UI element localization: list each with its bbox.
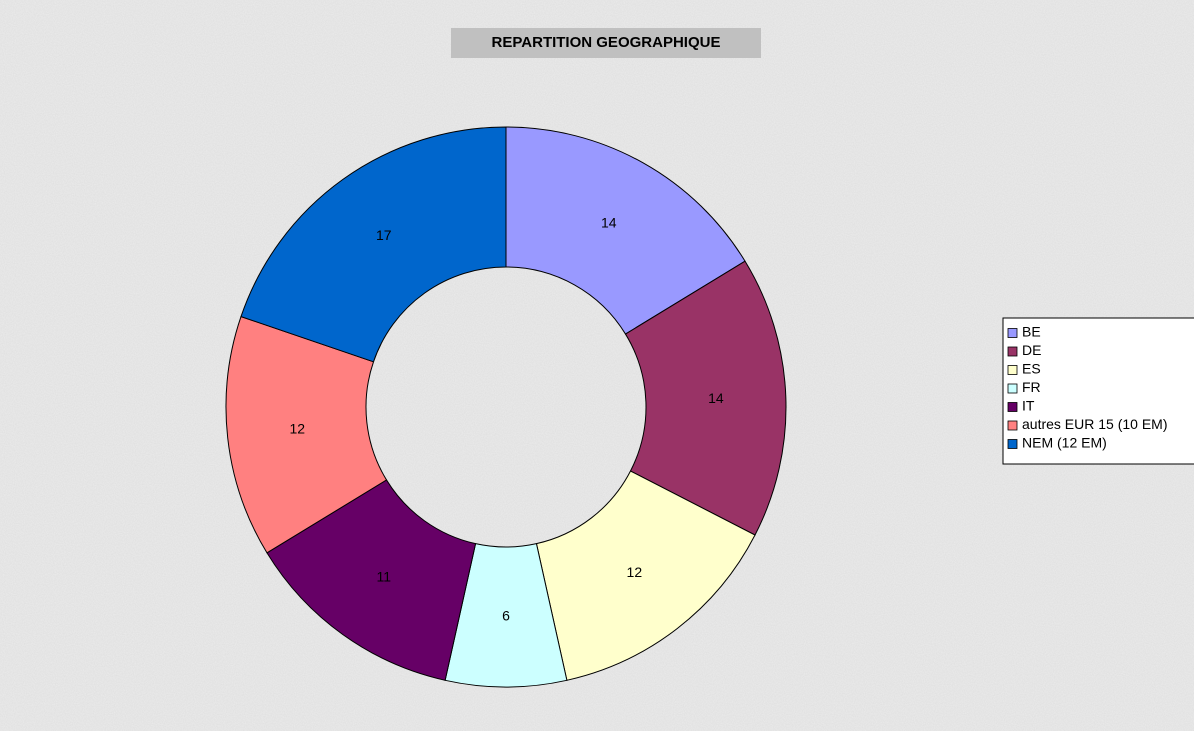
legend-label: NEM (12 EM) bbox=[1022, 435, 1107, 451]
legend-swatch bbox=[1007, 439, 1018, 449]
legend-swatch bbox=[1007, 402, 1018, 412]
data-label: 14 bbox=[708, 390, 724, 406]
data-label: 6 bbox=[502, 608, 510, 624]
title-box bbox=[451, 28, 761, 58]
data-label: 11 bbox=[377, 568, 392, 584]
data-label: 12 bbox=[289, 421, 305, 437]
legend-swatch bbox=[1007, 346, 1018, 357]
legend-swatch bbox=[1007, 420, 1018, 431]
donut-slice bbox=[266, 479, 477, 681]
donut-slice bbox=[505, 126, 746, 335]
legend-swatch bbox=[1007, 328, 1018, 338]
data-label: 14 bbox=[601, 215, 617, 231]
legend-swatch bbox=[1007, 365, 1018, 375]
legend-label: autres EUR 15 (10 EM) bbox=[1022, 416, 1168, 432]
data-label: 12 bbox=[627, 564, 643, 580]
donut-slice bbox=[225, 315, 388, 554]
donut-slice bbox=[624, 260, 787, 536]
donut-slice bbox=[240, 126, 507, 363]
donut-slice bbox=[535, 470, 756, 681]
legend-label: ES bbox=[1022, 361, 1041, 377]
legend-label: BE bbox=[1022, 324, 1041, 340]
legend-swatch bbox=[1007, 383, 1018, 394]
legend-label: DE bbox=[1022, 342, 1041, 358]
chart-title: REPARTITION GEOGRAPHIQUE bbox=[492, 34, 721, 51]
legend-label: IT bbox=[1022, 398, 1035, 414]
legend-label: FR bbox=[1022, 379, 1041, 395]
legend-box bbox=[1002, 317, 1194, 465]
data-label: 17 bbox=[376, 227, 392, 243]
